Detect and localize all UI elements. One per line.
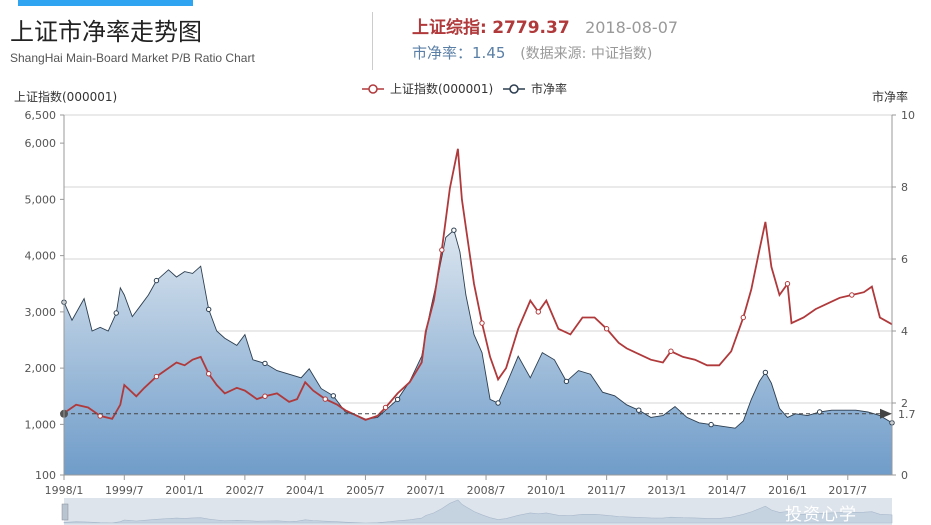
- index-point: [849, 292, 855, 298]
- index-point: [535, 309, 541, 315]
- data-source: (数据来源: 中证指数): [520, 46, 653, 62]
- right-axis-tick-label: 8: [901, 181, 908, 194]
- x-axis-tick-label: 2017/7: [828, 484, 867, 497]
- page-subtitle: ShangHai Main-Board Market P/B Ratio Cha…: [10, 51, 255, 65]
- x-axis-tick-label: 2005/7: [346, 484, 385, 497]
- pb-point: [762, 369, 769, 376]
- x-axis-tick-label: 2016/1: [768, 484, 807, 497]
- pb-point: [113, 310, 119, 316]
- pb-series-points: [61, 227, 895, 428]
- left-axis-tick-label: 3,000: [25, 306, 57, 319]
- index-point: [740, 314, 746, 321]
- pb-point: [451, 227, 457, 233]
- pb-point: [816, 409, 823, 415]
- reference-line-arrow: [880, 408, 892, 419]
- legend-pb-marker: [509, 84, 519, 94]
- x-axis-tick-label: 2014/7: [708, 484, 747, 497]
- pb-point: [153, 277, 160, 284]
- right-axis-tick-label: 4: [901, 325, 908, 338]
- index-stat: 上证综指: 2779.37 2018-08-07: [412, 13, 678, 38]
- index-series-line: [63, 148, 893, 421]
- x-axis-tick-label: 2011/7: [587, 484, 626, 497]
- x-axis-tick-label: 1999/7: [105, 484, 144, 497]
- right-axis-tick-label: 6: [901, 253, 908, 266]
- index-point: [784, 281, 791, 287]
- pb-point: [636, 407, 642, 413]
- index-point: [97, 413, 103, 419]
- right-axis-title: 市净率: [872, 89, 908, 104]
- header-divider: [372, 12, 373, 70]
- left-axis-title: 上证指数(000001): [14, 89, 117, 104]
- pb-point: [708, 421, 714, 428]
- pb-point: [563, 378, 570, 385]
- index-point: [322, 396, 328, 402]
- pb-value: 1.45: [472, 44, 506, 62]
- top-tab-indicator: [18, 0, 193, 6]
- index-point: [668, 348, 674, 354]
- index-point: [153, 373, 160, 380]
- right-axis-tick-label: 2: [901, 397, 908, 410]
- index-point: [262, 393, 268, 399]
- right-axis-tick-label: 0: [901, 469, 908, 482]
- x-axis-tick-label: 2013/1: [648, 484, 687, 497]
- pb-label: 市净率：: [412, 44, 473, 62]
- x-axis-tick-label: 2008/7: [467, 484, 506, 497]
- legend[interactable]: 上证指数(000001) 市净率: [362, 81, 567, 96]
- reference-line-label: 1.7: [898, 408, 916, 421]
- left-axis-tick-label: 6,500: [25, 109, 57, 122]
- left-axis-tick-label: 100: [35, 469, 56, 482]
- x-axis-tick-label: 2007/1: [406, 484, 445, 497]
- left-axis-tick-label: 5,000: [25, 193, 57, 206]
- page-title: 上证市净率走势图: [10, 18, 202, 46]
- stat-date: 2018-08-07: [585, 18, 679, 37]
- x-axis-tick-label: 2002/7: [226, 484, 265, 497]
- x-axis-tick-label: 2004/1: [286, 484, 325, 497]
- watermark-text: 投资心学: [785, 505, 857, 525]
- legend-index-marker: [368, 84, 378, 94]
- x-axis-tick-label: 2001/1: [165, 484, 204, 497]
- left-axis-tick-label: 1,000: [25, 418, 57, 431]
- index-point: [479, 320, 485, 326]
- x-axis-tick-label: 2010/1: [527, 484, 566, 497]
- left-axis-tick-label: 4,000: [25, 250, 57, 263]
- pb-stat: 市净率：1.45 (数据来源: 中证指数): [412, 42, 652, 63]
- pb-point: [262, 360, 268, 367]
- navigator-preview: [63, 499, 893, 524]
- x-axis-tick-label: 1998/1: [45, 484, 84, 497]
- index-point: [439, 247, 445, 253]
- pb-point: [495, 400, 501, 406]
- index-value: 2779.37: [492, 18, 570, 38]
- pb-point: [394, 396, 401, 403]
- range-navigator[interactable]: [61, 498, 893, 525]
- axes: 6,5006,0005,0004,0003,0002,0001,00010010…: [25, 109, 916, 497]
- index-point: [205, 371, 212, 377]
- index-series-points: [97, 247, 855, 419]
- index-label: 上证综指:: [412, 18, 487, 38]
- left-axis-tick-label: 2,000: [25, 362, 57, 375]
- index-point: [603, 326, 610, 332]
- pb-series-area: [64, 230, 892, 475]
- legend-pb-label[interactable]: 市净率: [531, 81, 567, 96]
- pb-point: [330, 393, 337, 399]
- legend-index-label[interactable]: 上证指数(000001): [390, 81, 493, 96]
- index-point: [382, 404, 389, 411]
- left-axis-tick-label: 6,000: [25, 137, 57, 150]
- pb-point: [205, 306, 212, 313]
- right-axis-tick-label: 10: [901, 109, 915, 122]
- navigator-left-handle[interactable]: [61, 503, 69, 521]
